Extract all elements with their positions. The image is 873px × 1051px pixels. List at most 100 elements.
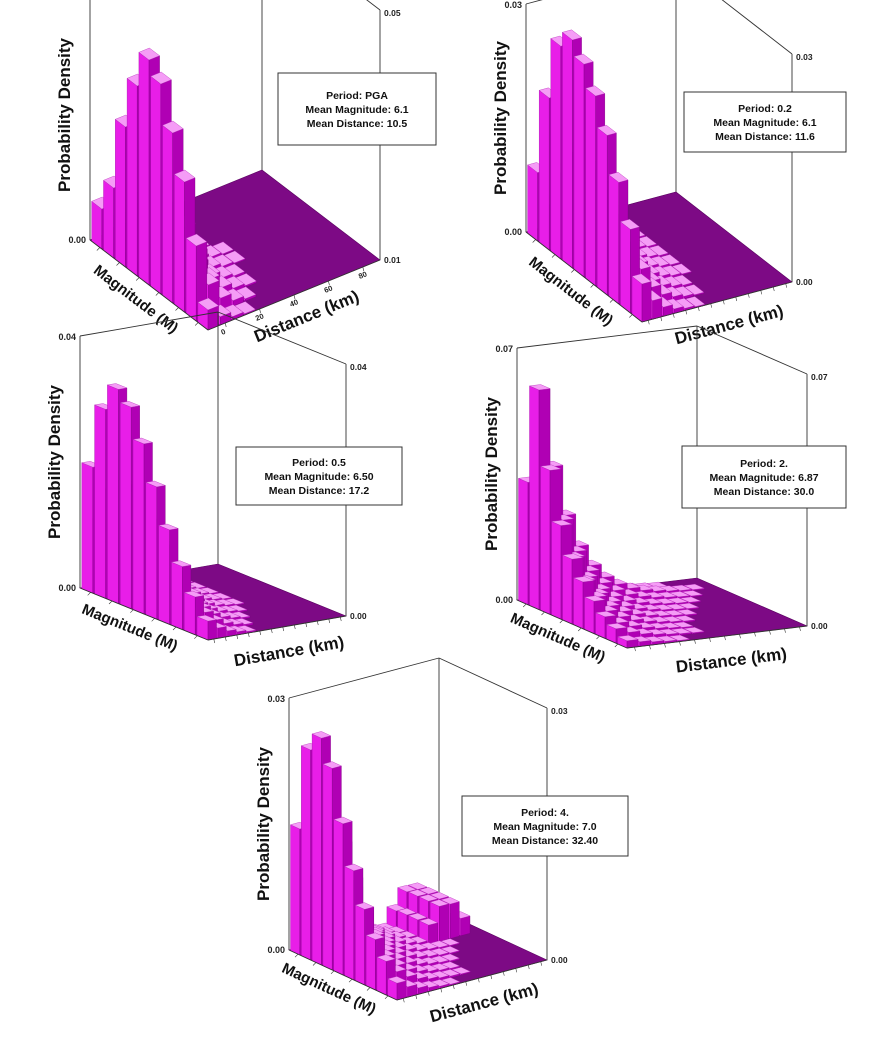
distance-tick bbox=[772, 286, 775, 292]
z-tick-label-right: 0.00 bbox=[551, 955, 568, 965]
z-tick-label: 0.00 bbox=[58, 583, 76, 593]
distance-tick bbox=[784, 628, 786, 633]
legend-box: Period: 4. Mean Magnitude: 7.0 Mean Distan… bbox=[461, 795, 629, 857]
distance-tick bbox=[769, 630, 771, 635]
magnitude-tick bbox=[577, 627, 582, 632]
distance-tick bbox=[739, 634, 741, 639]
magnitude-tick bbox=[551, 254, 556, 258]
distance-tick bbox=[213, 638, 216, 644]
z-axis-title: Probability Density bbox=[482, 396, 501, 551]
distance-tick bbox=[785, 283, 788, 288]
magnitude-tick bbox=[87, 592, 91, 596]
z-tick-label: 0.07 bbox=[495, 344, 513, 354]
magnitude-tick bbox=[172, 626, 177, 631]
magnitude-tick bbox=[629, 314, 633, 318]
distance-tick bbox=[402, 998, 405, 1003]
distance-tick-label: 20 bbox=[254, 311, 265, 322]
legend-box: Period: 0.2 Mean Magnitude: 6.1 Mean Dista… bbox=[683, 91, 847, 153]
legend-line: Mean Distance: 30.0 bbox=[714, 486, 815, 498]
distance-tick bbox=[293, 624, 296, 630]
distance-tick-label: 80 bbox=[357, 269, 368, 280]
z-tick-label-right: 0.05 bbox=[384, 8, 401, 18]
distance-tick bbox=[224, 322, 227, 328]
distance-tick bbox=[259, 630, 262, 636]
distance-tick bbox=[649, 645, 651, 650]
magnitude-tick bbox=[330, 970, 335, 975]
distance-tick bbox=[664, 643, 666, 648]
z-axis-title: Probability Density bbox=[491, 40, 510, 195]
distance-tick bbox=[540, 961, 543, 966]
magnitude-tick bbox=[294, 953, 299, 958]
magnitude-tick bbox=[559, 619, 564, 624]
distance-tick bbox=[440, 988, 443, 993]
histogram-bars bbox=[517, 384, 705, 649]
distance-tick bbox=[328, 618, 331, 624]
distance-axis-title: Distance (km) bbox=[675, 644, 788, 676]
histogram-bars bbox=[91, 47, 257, 331]
distance-tick bbox=[724, 636, 726, 641]
magnitude-tick bbox=[384, 995, 389, 1000]
distance-tick bbox=[270, 628, 273, 634]
distance-tick bbox=[224, 636, 227, 642]
distance-tick bbox=[679, 641, 681, 646]
distance-tick bbox=[710, 303, 713, 308]
z-tick-label-right: 0.00 bbox=[811, 621, 828, 631]
bar bbox=[196, 615, 218, 641]
magnitude-axis-line bbox=[516, 599, 628, 649]
z-tick-label-right: 0.03 bbox=[796, 52, 813, 62]
distance-tick bbox=[259, 308, 261, 314]
magnitude-axis-line bbox=[288, 949, 398, 1001]
z-tick-label-right: 0.04 bbox=[350, 362, 367, 372]
distance-tick bbox=[236, 634, 239, 640]
histogram-bars bbox=[527, 29, 706, 323]
magnitude-tick bbox=[614, 643, 619, 648]
distance-tick bbox=[339, 616, 342, 622]
distance-tick bbox=[634, 647, 636, 652]
legend-line: Mean Magnitude: 6.87 bbox=[709, 472, 818, 484]
distance-tick bbox=[672, 313, 675, 318]
legend-box: Period: 0.5 Mean Magnitude: 6.50 Mean Dist… bbox=[235, 446, 403, 506]
distance-tick bbox=[490, 974, 493, 980]
legend-line: Mean Distance: 10.5 bbox=[307, 118, 408, 130]
magnitude-tick bbox=[135, 277, 140, 281]
bar bbox=[197, 297, 219, 331]
histogram-bars bbox=[81, 383, 257, 641]
z-tick-label: 0.00 bbox=[495, 595, 513, 605]
legend-line: Mean Magnitude: 6.50 bbox=[264, 471, 373, 483]
distance-tick bbox=[328, 280, 330, 286]
distance-tick bbox=[709, 637, 711, 642]
distance-tick bbox=[697, 306, 700, 312]
legend-box: Period: PGA Mean Magnitude: 6.1 Mean Dista… bbox=[277, 72, 437, 146]
magnitude-tick bbox=[194, 635, 198, 639]
distance-tick bbox=[754, 632, 756, 637]
distance-tick bbox=[305, 622, 308, 628]
bar bbox=[387, 976, 407, 1001]
distance-tick-label: 0 bbox=[220, 327, 227, 337]
magnitude-tick bbox=[596, 635, 600, 640]
distance-tick bbox=[799, 626, 801, 631]
distance-tick bbox=[477, 978, 480, 983]
legend-line: Period: 4. bbox=[521, 807, 569, 819]
distance-tick bbox=[502, 971, 505, 976]
magnitude-tick bbox=[609, 299, 614, 303]
distance-tick bbox=[722, 300, 725, 305]
distance-tick bbox=[735, 296, 738, 302]
magnitude-tick bbox=[96, 247, 101, 251]
z-tick-label-right: 0.00 bbox=[796, 277, 813, 287]
distance-tick bbox=[465, 981, 468, 986]
magnitude-tick bbox=[590, 284, 594, 288]
legend-line: Mean Magnitude: 6.1 bbox=[305, 104, 408, 116]
bar bbox=[631, 273, 652, 323]
magnitude-tick bbox=[175, 307, 179, 311]
magnitude-tick bbox=[108, 600, 113, 605]
magnitude-tick bbox=[155, 292, 160, 296]
magnitude-axis-line bbox=[525, 231, 643, 323]
legend-line: Period: 0.5 bbox=[292, 457, 346, 469]
distance-tick bbox=[747, 293, 750, 298]
